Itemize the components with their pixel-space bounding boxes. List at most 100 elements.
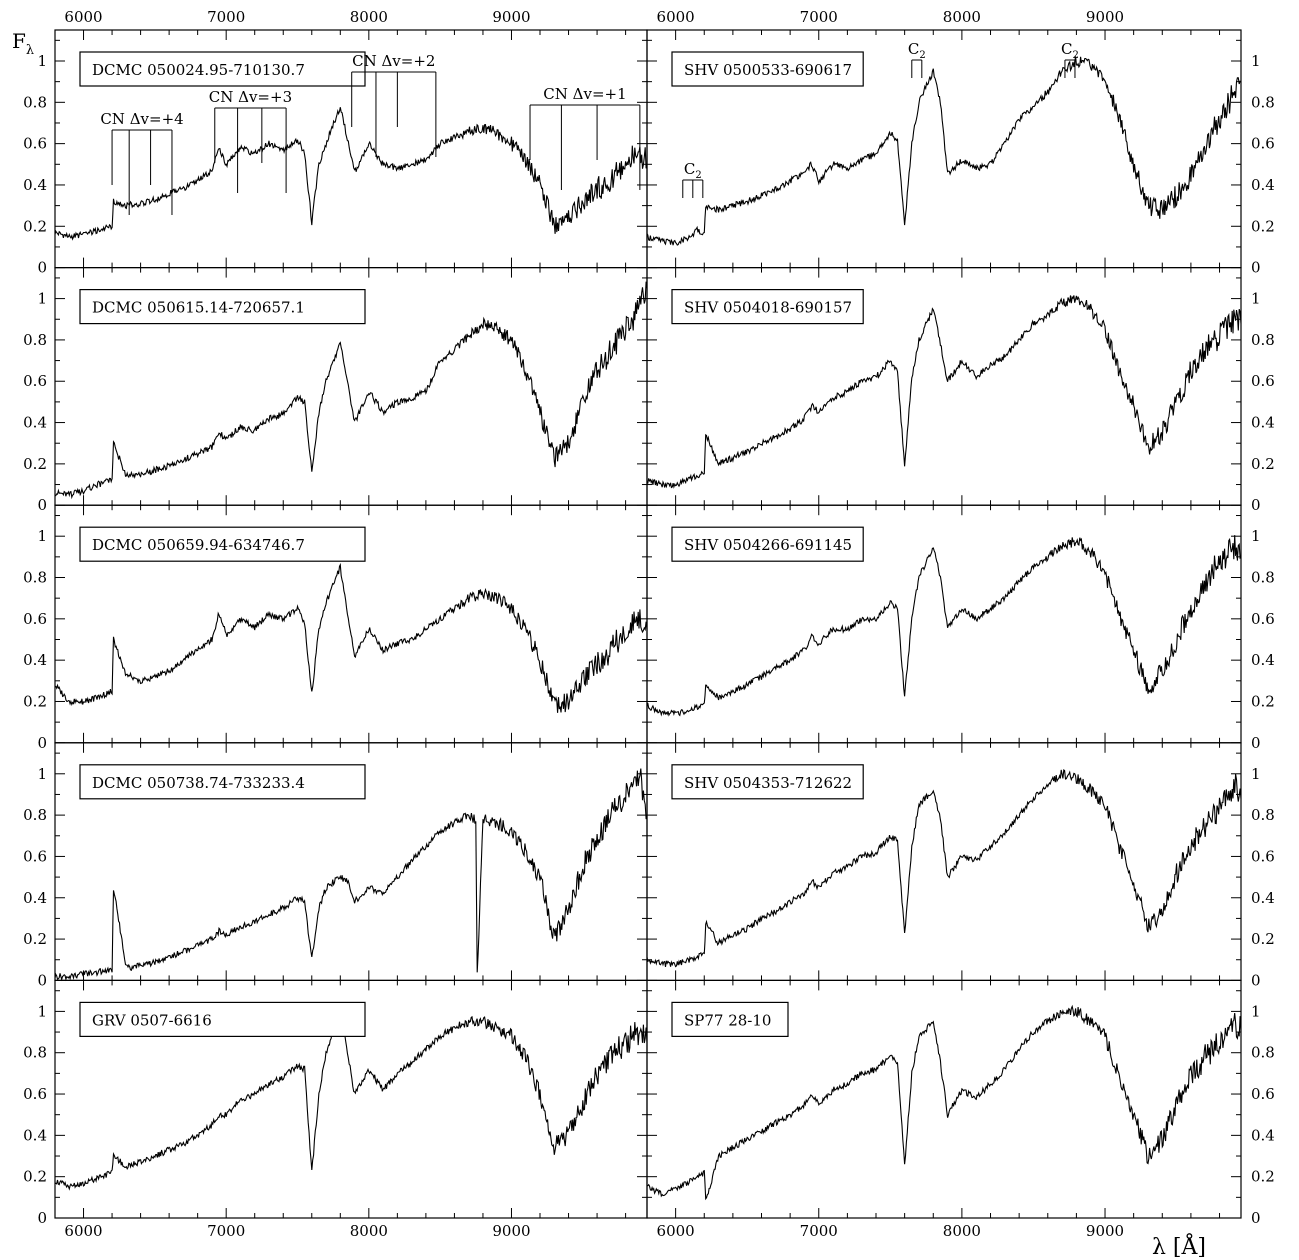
spectrum-line xyxy=(646,1004,1242,1201)
y-tick-label: 0.8 xyxy=(23,1044,47,1062)
y-tick-label: 0.6 xyxy=(1251,135,1275,153)
annotation-label: CN Δv=+2 xyxy=(352,52,435,70)
panel-shv-0500533-690617: 0 0.2 0.4 0.6 0.8 1 6000 7000 8000 9000 SHV 050053… xyxy=(646,8,1275,277)
y-tick-label: 0.8 xyxy=(1251,1044,1275,1062)
y-tick-label: 0 xyxy=(1251,1209,1261,1227)
y-tick-label: 1 xyxy=(1251,765,1261,783)
panel-shv-0504353-712622: 0 0.2 0.4 0.6 0.8 1 SHV 0504353-712622 xyxy=(646,742,1275,989)
y-tick-label: 0 xyxy=(37,734,47,752)
panel-label-box xyxy=(671,51,864,87)
y-tick-label: 0 xyxy=(37,971,47,989)
panel-label-box xyxy=(671,764,864,800)
y-tick-label: 0.2 xyxy=(1251,692,1275,710)
y-tick-label: 0.4 xyxy=(23,1126,47,1144)
spectrum-line xyxy=(54,768,648,982)
panel-label: DCMC 050024.95-710130.7 xyxy=(92,61,305,79)
y-tick-label: 0.8 xyxy=(1251,93,1275,111)
y-tick-label: 1 xyxy=(1251,1002,1261,1020)
x-tick-label: 7000 xyxy=(207,1222,245,1240)
panel-label: SHV 0500533-690617 xyxy=(684,61,852,79)
y-tick-label: 0 xyxy=(1251,496,1261,514)
y-tick-label: 0.2 xyxy=(23,1168,47,1186)
spectrum-line xyxy=(55,562,648,713)
y-tick-label: 0.6 xyxy=(1251,372,1275,390)
annotation-label: CN Δv=+1 xyxy=(543,85,626,103)
spectrum-line xyxy=(54,107,648,241)
annotation-label: C2 xyxy=(684,160,702,181)
y-tick-label: 0.2 xyxy=(23,217,47,235)
y-axis-label: Fλ xyxy=(12,29,34,58)
spectrum-line xyxy=(54,1009,648,1191)
y-tick-label: 0.6 xyxy=(23,372,47,390)
panel-label-box xyxy=(79,51,366,87)
panel-grv-0507-6616: 0 0.2 0.4 0.6 0.8 1 6000 7000 8000 9000 GRV 0507-6… xyxy=(23,979,648,1240)
y-tick-label: 0.4 xyxy=(1251,414,1275,432)
y-tick-label: 0.4 xyxy=(23,651,47,669)
panel-label-box xyxy=(79,764,366,800)
y-tick-label: 0.2 xyxy=(23,692,47,710)
y-tick-label: 0.4 xyxy=(23,414,47,432)
panel-label: DCMC 050738.74-733233.4 xyxy=(92,774,305,792)
y-tick-label: 0.6 xyxy=(23,847,47,865)
y-tick-label: 0.8 xyxy=(23,806,47,824)
y-tick-label: 0.8 xyxy=(23,569,47,587)
annotation-label: C2 xyxy=(908,40,926,61)
y-tick-label: 1 xyxy=(1251,527,1261,545)
annotation-label: CN Δv=+3 xyxy=(209,88,292,106)
x-tick-label: 8000 xyxy=(943,1222,981,1240)
y-tick-label: 1 xyxy=(37,52,47,70)
y-tick-label: 0.4 xyxy=(23,889,47,907)
panel-label: SHV 0504266-691145 xyxy=(684,536,852,554)
y-tick-label: 0 xyxy=(37,496,47,514)
spectrum-line xyxy=(646,535,1242,717)
y-tick-label: 1 xyxy=(1251,52,1261,70)
y-tick-label: 0.2 xyxy=(1251,217,1275,235)
y-tick-label: 0 xyxy=(1251,259,1261,277)
panel-frame xyxy=(646,979,1242,1219)
panel-label-box xyxy=(671,289,864,325)
y-tick-label: 1 xyxy=(37,765,47,783)
panel-label: DCMC 050659.94-634746.7 xyxy=(92,536,305,554)
y-tick-label: 1 xyxy=(37,527,47,545)
panel-label: DCMC 050615.14-720657.1 xyxy=(92,299,305,317)
y-tick-label: 0.8 xyxy=(23,93,47,111)
spectrum-line xyxy=(646,56,1242,246)
y-tick-label: 0 xyxy=(1251,734,1261,752)
panel-label-box xyxy=(79,526,366,562)
panel-grid: 0 0.2 0.4 0.6 0.8 1 6000 7000 8000 9000 DCMC 05002… xyxy=(23,8,1275,1240)
y-tick-label: 0.8 xyxy=(1251,806,1275,824)
annotation-label: CN Δv=+4 xyxy=(100,110,183,128)
y-tick-label: 1 xyxy=(37,290,47,308)
y-tick-label: 0.6 xyxy=(23,135,47,153)
x-tick-label: 7000 xyxy=(800,1222,838,1240)
y-tick-label: 0 xyxy=(37,259,47,277)
y-tick-label: 0.6 xyxy=(23,1085,47,1103)
panel-label-box xyxy=(671,526,864,562)
y-tick-label: 0.4 xyxy=(1251,889,1275,907)
x-tick-label: 9000 xyxy=(492,8,530,26)
panel-label: SHV 0504018-690157 xyxy=(684,299,852,317)
x-tick-label: 6000 xyxy=(657,8,695,26)
x-tick-label: 6000 xyxy=(64,1222,102,1240)
spectrum-line xyxy=(646,768,1242,968)
panel-shv-0504018-690157: 0 0.2 0.4 0.6 0.8 1 SHV 0504018-690157 xyxy=(646,267,1275,514)
panel-sp77-28-10: 0 0.2 0.4 0.6 0.8 1 6000 7000 8000 9000 SP77 28-10 xyxy=(646,979,1275,1240)
panel-dcmc-050615-14-720657-1: 0 0.2 0.4 0.6 0.8 1 DCMC 050615.14-720657.1 xyxy=(23,267,648,514)
y-tick-label: 0.8 xyxy=(1251,569,1275,587)
panel-dcmc-050738-74-733233-4: 0 0.2 0.4 0.6 0.8 1 DCMC 050738.74-733233.4 xyxy=(23,742,648,989)
y-tick-label: 0.2 xyxy=(23,930,47,948)
panel-label: GRV 0507-6616 xyxy=(92,1011,212,1029)
x-tick-label: 7000 xyxy=(207,8,245,26)
y-tick-label: 0.6 xyxy=(1251,610,1275,628)
x-tick-label: 9000 xyxy=(492,1222,530,1240)
panel-label-box xyxy=(79,1001,366,1038)
x-axis-label: λ [Å] xyxy=(1152,1232,1206,1260)
y-tick-label: 0.2 xyxy=(1251,455,1275,473)
panel-dcmc-050659-94-634746-7: 0 0.2 0.4 0.6 0.8 1 DCMC 050659.94-634746.7 xyxy=(23,504,648,752)
y-tick-label: 1 xyxy=(37,1002,47,1020)
y-tick-label: 0.6 xyxy=(23,610,47,628)
x-tick-label: 6000 xyxy=(657,1222,695,1240)
x-tick-label: 6000 xyxy=(64,8,102,26)
panel-shv-0504266-691145: 0 0.2 0.4 0.6 0.8 1 SHV 0504266-691145 xyxy=(646,504,1275,752)
